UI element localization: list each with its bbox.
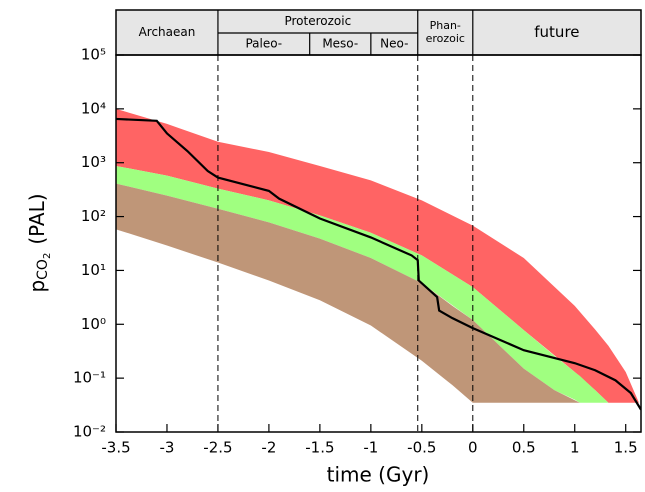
- y-tick-label: 10⁵: [81, 46, 106, 64]
- y-tick-label: 10⁻¹: [73, 369, 106, 387]
- x-tick-label: -2: [261, 439, 276, 457]
- eon-label: future: [534, 23, 579, 41]
- eon-label: Proterozoic: [284, 14, 351, 28]
- x-tick-label: -1: [363, 439, 378, 457]
- x-tick-label: -3: [159, 439, 174, 457]
- era-label: Neo-: [380, 37, 408, 51]
- y-tick-label: 10⁴: [81, 99, 106, 117]
- x-tick-label: 1: [570, 439, 580, 457]
- band: [116, 183, 580, 403]
- x-tick-label: -0.5: [407, 439, 436, 457]
- y-label-subsub: 2: [42, 253, 53, 259]
- x-tick-label: -1.5: [305, 439, 334, 457]
- plot-frame: [115, 54, 642, 433]
- era-label: Paleo-: [245, 37, 282, 51]
- y-tick-label: 10³: [81, 153, 106, 171]
- line: [116, 117, 641, 411]
- x-tick-label: -2.5: [203, 439, 232, 457]
- eon-label: erozoic: [426, 32, 465, 45]
- y-tick-label: 10¹: [81, 261, 106, 279]
- y-label-unit: (PAL): [25, 193, 49, 244]
- era-label: Meso-: [322, 37, 358, 51]
- band: [116, 165, 609, 403]
- y-tick-label: 10²: [81, 207, 106, 225]
- plot-area: [116, 108, 641, 411]
- x-tick-label: 1.5: [614, 439, 638, 457]
- x-tick-label: 0: [468, 439, 478, 457]
- x-tick-label: 0.5: [512, 439, 536, 457]
- eon-label: Archaean: [139, 25, 196, 39]
- band: [116, 108, 639, 403]
- x-tick-label: -3.5: [101, 439, 130, 457]
- y-label-p: p: [25, 280, 49, 293]
- x-axis-label: time (Gyr): [327, 463, 430, 487]
- y-tick-label: 10⁻²: [73, 423, 106, 441]
- y-tick-label: 10⁰: [81, 315, 106, 333]
- eon-label: Phan-: [430, 19, 461, 32]
- y-label-sub: CO: [35, 259, 51, 280]
- y-axis-label: pCO2 (PAL): [25, 193, 54, 292]
